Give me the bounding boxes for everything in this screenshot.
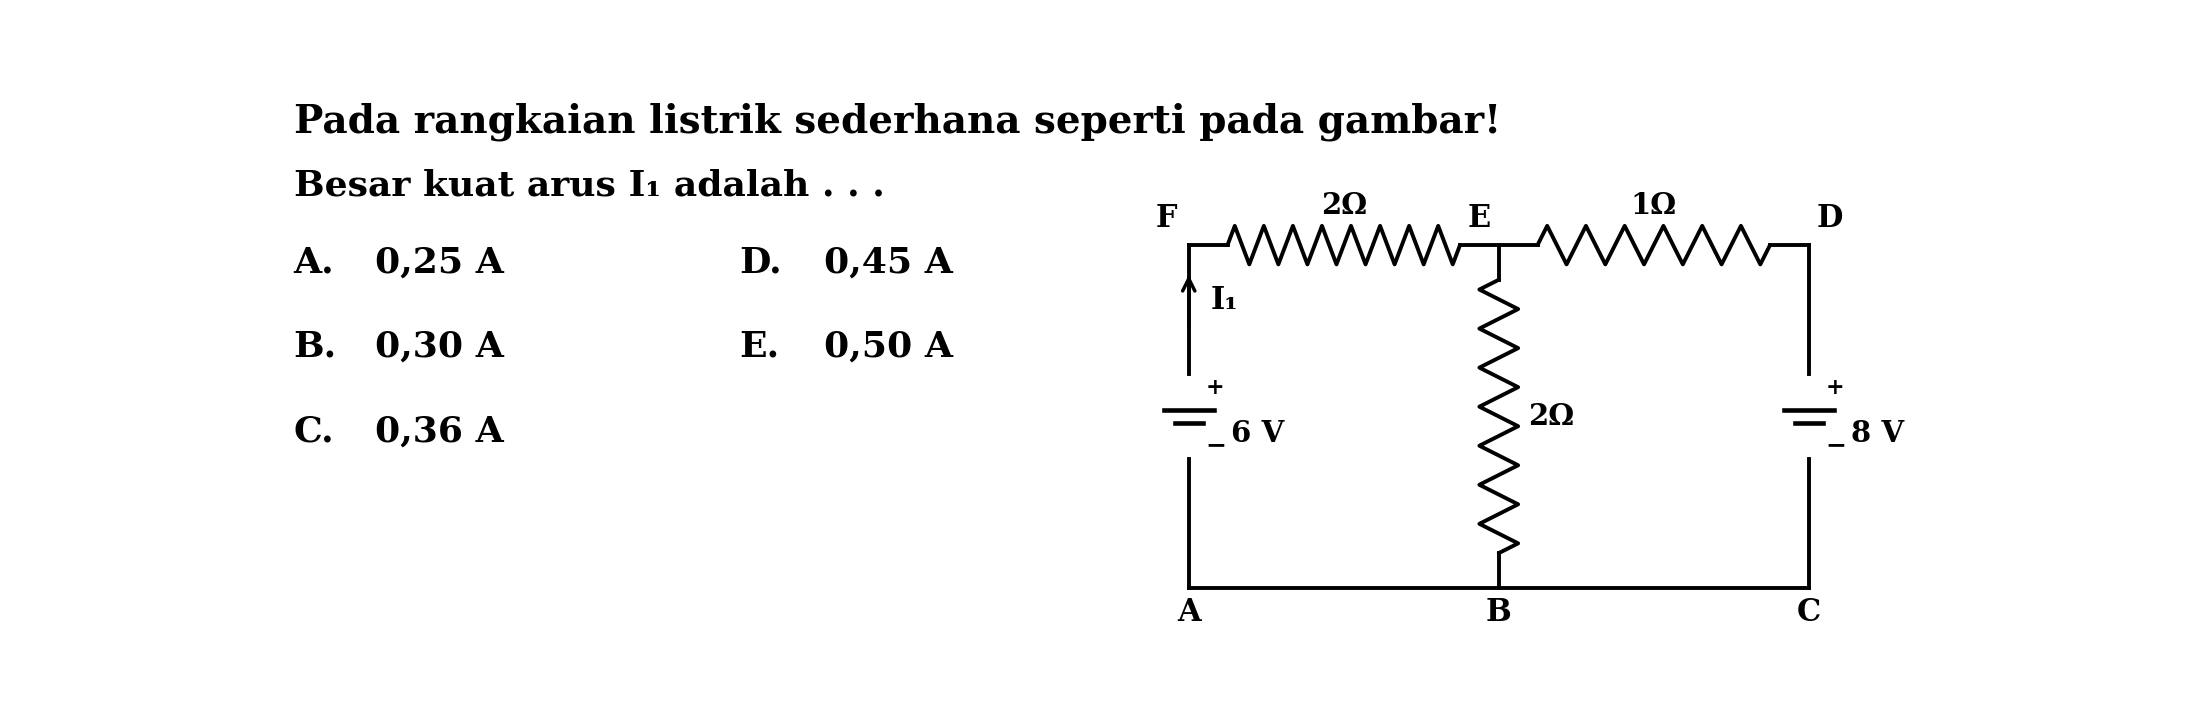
Text: B: B [1485, 597, 1512, 628]
Text: Besar kuat arus I₁ adalah . . .: Besar kuat arus I₁ adalah . . . [294, 168, 884, 202]
Text: D: D [1817, 202, 1843, 234]
Text: B.: B. [294, 330, 336, 364]
Text: A: A [1176, 597, 1200, 628]
Text: 6 V: 6 V [1231, 419, 1286, 448]
Text: Pada rangkaian listrik sederhana seperti pada gambar!: Pada rangkaian listrik sederhana seperti… [294, 103, 1501, 141]
Text: E: E [1468, 202, 1492, 234]
Text: 1Ω: 1Ω [1630, 191, 1676, 220]
Text: +: + [1207, 377, 1224, 399]
Text: 2Ω: 2Ω [1529, 402, 1575, 431]
Text: C: C [1797, 597, 1821, 628]
Text: D.: D. [739, 245, 781, 279]
Text: 0,30 A: 0,30 A [375, 330, 505, 364]
Text: F: F [1156, 202, 1178, 234]
Text: 2Ω: 2Ω [1321, 191, 1367, 220]
Text: I₁: I₁ [1211, 285, 1237, 316]
Text: −: − [1207, 433, 1226, 457]
Text: 0,45 A: 0,45 A [825, 245, 954, 279]
Text: +: + [1825, 377, 1845, 399]
Text: 0,36 A: 0,36 A [375, 414, 505, 449]
Text: 0,25 A: 0,25 A [375, 245, 505, 279]
Text: −: − [1825, 433, 1847, 457]
Text: A.: A. [294, 245, 333, 279]
Text: 8 V: 8 V [1852, 419, 1904, 448]
Text: E.: E. [739, 330, 779, 364]
Text: 0,50 A: 0,50 A [825, 330, 954, 364]
Text: C.: C. [294, 414, 333, 449]
